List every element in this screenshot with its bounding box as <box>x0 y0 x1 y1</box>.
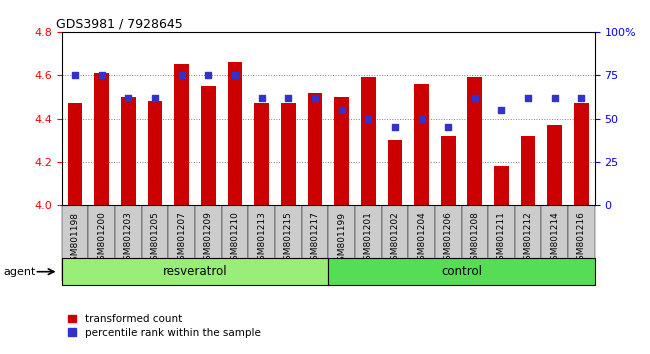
Point <box>417 116 427 121</box>
Bar <box>148 101 162 205</box>
Point <box>256 95 267 101</box>
Point <box>363 116 373 121</box>
Point <box>577 95 587 101</box>
Point <box>96 73 107 78</box>
Bar <box>387 140 402 205</box>
Point <box>523 95 533 101</box>
Bar <box>494 166 509 205</box>
Point <box>337 107 347 113</box>
Point <box>283 95 294 101</box>
Point <box>70 73 81 78</box>
Bar <box>307 93 322 205</box>
Bar <box>547 125 562 205</box>
Legend: transformed count, percentile rank within the sample: transformed count, percentile rank withi… <box>64 310 265 342</box>
Text: resveratrol: resveratrol <box>162 265 228 278</box>
Bar <box>227 62 242 205</box>
Bar <box>334 97 349 205</box>
Bar <box>574 103 589 205</box>
Point <box>230 73 240 78</box>
Bar <box>121 97 136 205</box>
Point <box>177 73 187 78</box>
Text: agent: agent <box>3 267 36 277</box>
Point <box>150 95 161 101</box>
Point <box>443 124 454 130</box>
Bar <box>68 103 83 205</box>
Bar <box>94 73 109 205</box>
Bar <box>521 136 536 205</box>
Point <box>497 107 507 113</box>
Bar <box>201 86 216 205</box>
Point <box>203 73 213 78</box>
Bar <box>281 103 296 205</box>
Point <box>310 95 320 101</box>
Point <box>390 124 400 130</box>
Point <box>550 95 560 101</box>
Bar <box>414 84 429 205</box>
Bar <box>254 103 269 205</box>
Bar <box>174 64 189 205</box>
Point <box>124 95 134 101</box>
Bar <box>467 78 482 205</box>
Text: control: control <box>441 265 482 278</box>
Point <box>469 95 480 101</box>
Bar <box>441 136 456 205</box>
Bar <box>361 78 376 205</box>
Text: GDS3981 / 7928645: GDS3981 / 7928645 <box>57 18 183 31</box>
